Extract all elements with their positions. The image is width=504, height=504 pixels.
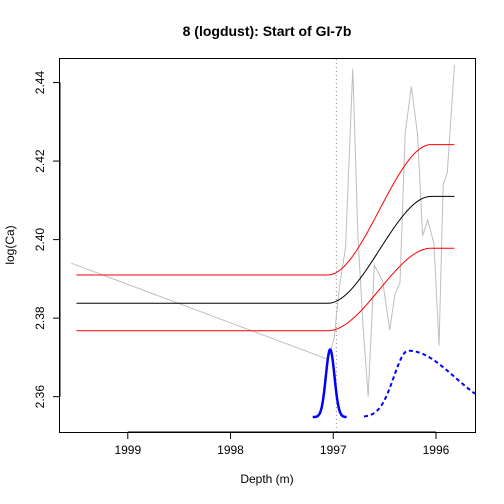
x-tick-label: 1998 bbox=[217, 443, 244, 457]
end-density-curve bbox=[363, 349, 475, 418]
x-axis: 1999 1998 1997 1996 bbox=[114, 431, 450, 457]
y-tick-label: 2.44 bbox=[33, 71, 47, 95]
y-axis-label: log(Ca) bbox=[3, 225, 17, 264]
y-tick-label: 2.38 bbox=[33, 306, 47, 330]
plot-area bbox=[71, 59, 475, 432]
ramp-lower-bound-line bbox=[76, 247, 455, 332]
ramp-upper-bound-line bbox=[76, 144, 455, 276]
plot-frame bbox=[59, 58, 476, 433]
x-tick-label: 1996 bbox=[423, 443, 450, 457]
ramp-fit-line bbox=[76, 195, 455, 304]
y-tick-label: 2.36 bbox=[33, 385, 47, 409]
chart-title: 8 (logdust): Start of GI-7b bbox=[183, 23, 352, 39]
y-axis: 2.36 2.38 2.40 2.42 2.44 bbox=[33, 71, 61, 409]
onset-density-curve bbox=[312, 348, 347, 419]
data-series-line bbox=[71, 64, 455, 397]
y-tick-label: 2.42 bbox=[33, 149, 47, 173]
y-tick-label: 2.40 bbox=[33, 228, 47, 252]
x-axis-label: Depth (m) bbox=[240, 472, 293, 486]
x-tick-label: 1997 bbox=[320, 443, 347, 457]
x-tick-label: 1999 bbox=[114, 443, 141, 457]
